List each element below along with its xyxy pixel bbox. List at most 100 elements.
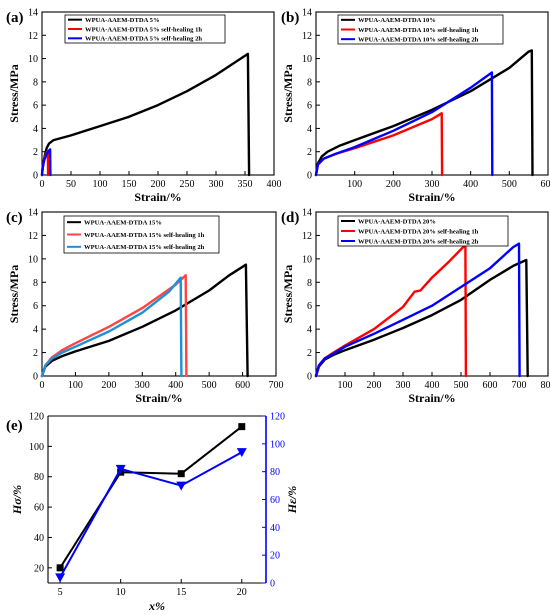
series-line-1: [59, 451, 243, 578]
y-left-tick-label: 20: [34, 563, 44, 574]
x-tick-label: 600: [541, 179, 550, 190]
y-tick-label: 12: [28, 231, 38, 242]
y-tick-label: 12: [302, 31, 312, 42]
y-right-tick-label: 100: [270, 439, 285, 450]
x-axis-label: Strain/%: [134, 190, 181, 204]
y-left-tick-label: 80: [34, 472, 44, 483]
y-tick-label: 6: [33, 301, 38, 312]
legend-label: WPUA-AAEM-DTDA 10% self-healing 1h: [358, 27, 479, 34]
x-tick-label: 150: [122, 179, 137, 190]
data-point-triangle: [115, 464, 126, 474]
series-line-0: [59, 425, 243, 569]
x-axis-label: Strain/%: [135, 391, 182, 405]
y-right-tick-label: 40: [270, 523, 280, 534]
panel-letter: (e): [6, 418, 23, 434]
x-tick-label: 100: [93, 179, 108, 190]
legend-box: [63, 215, 220, 254]
legend-label: WPUA-AAEM-DTDA 20% self-healing 2h: [358, 238, 479, 245]
x-axis-label: Strain/%: [408, 391, 455, 405]
y-tick-label: 0: [307, 372, 312, 383]
x-tick-label: 15: [176, 587, 186, 598]
y-axis-label: Stress/MPa: [281, 64, 295, 122]
legend-label: WPUA-AAEM-DTDA 5% self-healing 1h: [85, 26, 202, 33]
panel-letter: (a): [6, 10, 24, 26]
y-tick-label: 10: [28, 254, 38, 265]
y-tick-label: 6: [307, 101, 312, 112]
y-tick-label: 10: [302, 254, 312, 265]
y-tick-label: 4: [33, 124, 38, 135]
x-tick-label: 200: [101, 380, 116, 391]
legend-label: WPUA-AAEM-DTDA 5%: [85, 17, 160, 24]
series-line-2: [314, 71, 494, 177]
x-tick-label: 350: [238, 179, 253, 190]
y-tick-label: 6: [307, 301, 312, 312]
y-left-tick-label: 120: [29, 412, 44, 423]
x-tick-label: 600: [235, 380, 250, 391]
y-tick-label: 2: [33, 147, 38, 158]
y-left-axis-label: Hσ/%: [10, 485, 24, 515]
x-tick-label: 200: [367, 380, 382, 391]
panel-e: 5 10 15 20 20 40 60 80 100 120 0 20 40 60 80 100 120 x% Hσ…: [6, 412, 299, 614]
series-line-2: [40, 276, 183, 378]
y-left-tick-label: 40: [34, 533, 44, 544]
x-tick-label: 300: [396, 380, 411, 391]
x-tick-label: 500: [454, 380, 469, 391]
panel-3: 100 200 300 400 500 600 700 800 0 2 4 6 8 10 12 14 Strai…: [281, 208, 550, 406]
x-tick-label: 400: [168, 380, 183, 391]
x-tick-label: 500: [502, 179, 517, 190]
x-tick-label: 400: [267, 179, 282, 190]
y-axis-label: Stress/MPa: [7, 265, 21, 323]
x-tick-label: 200: [386, 179, 401, 190]
y-tick-label: 8: [307, 278, 312, 289]
legend-label: WPUA-AAEM-DTDA 5% self-healing 2h: [85, 36, 202, 43]
y-tick-label: 14: [302, 8, 312, 19]
legend-label: WPUA-AAEM-DTDA 15%: [84, 220, 162, 227]
series-line-0: [40, 52, 251, 177]
y-tick-label: 8: [33, 77, 38, 88]
y-tick-label: 10: [302, 54, 312, 65]
y-left-tick-label: 60: [34, 503, 44, 514]
data-point-triangle: [236, 448, 247, 458]
legend-label: WPUA-AAEM-DTDA 15% self-healing 2h: [84, 244, 205, 251]
x-tick-label: 600: [483, 380, 498, 391]
x-tick-label: 800: [541, 380, 550, 391]
legend-box: [337, 215, 509, 247]
y-tick-label: 14: [28, 208, 38, 219]
y-tick-label: 4: [33, 325, 38, 336]
y-tick-label: 12: [302, 231, 312, 242]
y-right-tick-label: 20: [270, 551, 280, 562]
plot-frame: [41, 211, 277, 377]
x-tick-label: 100: [338, 380, 353, 391]
legend-box: [64, 14, 226, 44]
series-line-0: [314, 258, 529, 378]
legend-box: [337, 14, 504, 45]
x-tick-label: 20: [237, 587, 247, 598]
data-point-triangle: [176, 481, 187, 491]
x-tick-label: 200: [151, 179, 166, 190]
x-axis-label: Strain/%: [408, 190, 455, 204]
series-line-1: [40, 274, 188, 378]
x-tick-label: 400: [463, 179, 478, 190]
data-point-triangle: [55, 573, 66, 583]
y-tick-label: 2: [307, 348, 312, 359]
x-tick-label: 400: [425, 380, 440, 391]
panel-2: 0 100 200 300 400 500 600 700 0 2 4 6 8 10 12 14 Strain/…: [6, 208, 284, 406]
y-tick-label: 14: [28, 8, 38, 19]
y-tick-label: 0: [307, 171, 312, 182]
series-line-2: [40, 148, 52, 177]
y-axis-label: Stress/MPa: [281, 265, 295, 323]
y-tick-label: 10: [28, 54, 38, 65]
x-tick-label: 100: [68, 380, 83, 391]
x-tick-label: 300: [209, 179, 224, 190]
x-tick-label: 300: [425, 179, 440, 190]
data-point-square: [56, 564, 64, 572]
y-tick-label: 14: [302, 208, 312, 219]
x-tick-label: 500: [202, 380, 217, 391]
series-line-0: [40, 263, 249, 378]
y-tick-label: 0: [33, 171, 38, 182]
y-right-tick-label: 0: [270, 579, 275, 590]
panel-0: 0 50 100 150 200 250 300 350 400 0 2 4 6 8 10 12 14 Strai…: [6, 8, 282, 205]
legend-label: WPUA-AAEM-DTDA 10%: [358, 17, 436, 24]
y-tick-label: 4: [307, 325, 312, 336]
y-tick-label: 8: [33, 278, 38, 289]
